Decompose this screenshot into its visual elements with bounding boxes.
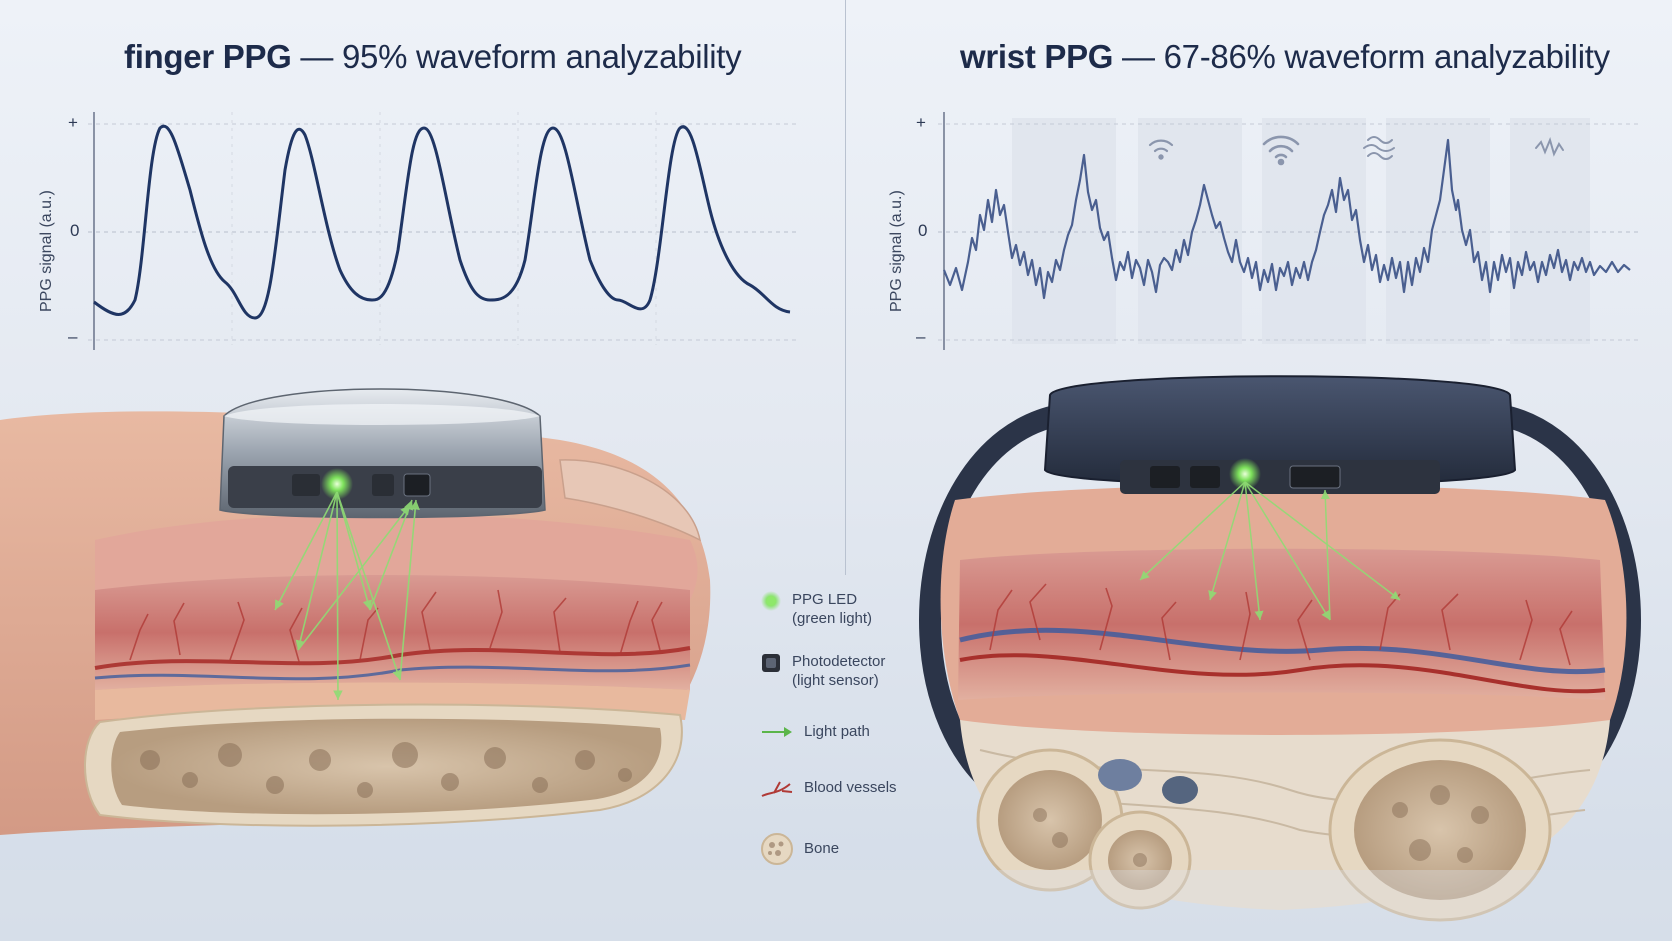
legend-blood-vessels-label: Blood vessels — [804, 779, 897, 796]
finger-ppg-waveform — [93, 124, 791, 320]
legend-photodetector-label: Photodetector — [792, 653, 886, 670]
legend-item-led: PPG LED (green light) — [760, 590, 872, 628]
finger-tick-plus: + — [68, 113, 78, 132]
legend-bone-label: Bone — [804, 840, 840, 857]
finger-title-bold: finger PPG — [124, 38, 292, 75]
legend-led-label: PPG LED — [792, 591, 858, 608]
wrist-light-paths — [1139, 481, 1401, 621]
finger-chart — [88, 112, 800, 350]
noise-artifact-icon — [1535, 136, 1564, 157]
finger-tick-minus: – — [68, 327, 78, 346]
watch-led — [1229, 458, 1261, 490]
green-led-icon — [761, 591, 781, 611]
ring-led — [321, 468, 353, 500]
wrist-tick-minus: – — [916, 327, 926, 346]
panel-divider — [845, 0, 846, 575]
motion-artifact-icon — [1148, 139, 1174, 160]
legend-item-light-path: Light path — [760, 722, 870, 742]
legend-light-path-label: Light path — [804, 723, 870, 740]
legend-item-blood-vessels: Blood vessels — [760, 778, 897, 802]
wrist-tick-plus: + — [916, 113, 926, 132]
ring-photodetector — [403, 473, 431, 497]
wrist-cross-section — [918, 375, 1642, 922]
watch-photodetector — [1289, 465, 1341, 489]
finger-light-paths — [274, 491, 420, 701]
legend-led-sub: (green light) — [792, 610, 873, 627]
bone-icon — [761, 833, 793, 865]
wrist-title-bold: wrist PPG — [960, 38, 1114, 75]
finger-title-rest: — 95% waveform analyzability — [291, 38, 742, 75]
legend-photodetector-sub: (light sensor) — [792, 672, 879, 689]
motion-artifact-icon — [1363, 136, 1395, 160]
legend-item-photodetector: Photodetector (light sensor) — [760, 652, 885, 690]
photodetector-icon — [762, 654, 780, 672]
finger-tick-zero: 0 — [70, 221, 80, 240]
finger-chart-title: finger PPG — 95% waveform analyzability — [124, 38, 742, 76]
motion-artifact-icon — [1262, 135, 1300, 166]
wrist-chart — [938, 112, 1640, 350]
wrist-tick-zero: 0 — [918, 221, 928, 240]
watch-strap-left — [918, 404, 1063, 799]
arrow-icon — [762, 727, 792, 737]
wrist-title-rest: — 67-86% waveform analyzability — [1113, 38, 1610, 75]
wrist-chart-title: wrist PPG — 67-86% waveform analyzabilit… — [960, 38, 1610, 76]
finger-cross-section — [0, 388, 711, 835]
legend-item-bone: Bone — [760, 832, 839, 866]
wrist-ppg-waveform — [942, 138, 1631, 300]
blood-vessel-icon — [761, 781, 793, 797]
